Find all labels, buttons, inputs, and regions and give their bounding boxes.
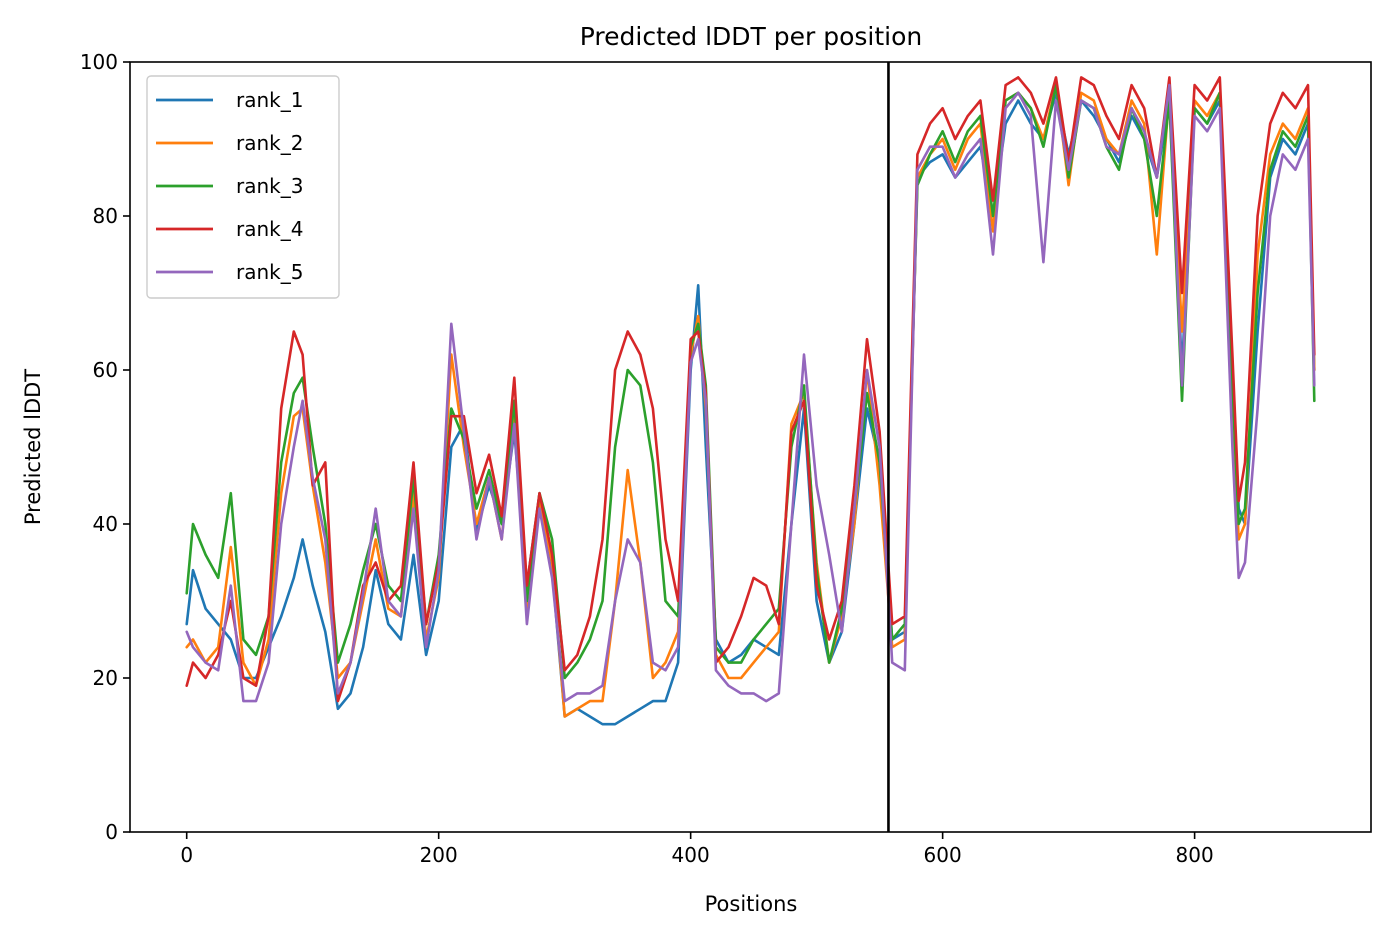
series-line-rank-1 [185, 91, 1316, 726]
x-axis: 0 200 400 600 800 [180, 832, 1214, 867]
x-tick-label: 200 [420, 843, 458, 867]
y-tick-label: 60 [93, 358, 118, 382]
chart-title: Predicted lDDT per position [580, 22, 922, 51]
y-axis-title: Predicted lDDT [21, 369, 45, 525]
series-line-rank-2 [185, 83, 1316, 718]
series-line-rank-5 [185, 83, 1316, 703]
x-tick-label: 800 [1176, 843, 1214, 867]
y-axis: 0 20 40 60 80 100 [80, 50, 130, 844]
legend-label-rank-1: rank_1 [236, 88, 303, 112]
plot-frame [129, 61, 1372, 833]
legend-label-rank-2: rank_2 [236, 131, 303, 155]
x-tick-label: 400 [672, 843, 710, 867]
legend: rank_1 rank_2 rank_3 rank_4 rank_5 [146, 75, 340, 299]
y-tick-label: 20 [93, 666, 118, 690]
x-tick-label: 600 [924, 843, 962, 867]
x-tick-label: 0 [180, 843, 193, 867]
y-tick-label: 0 [105, 820, 118, 844]
y-tick-label: 100 [80, 50, 118, 74]
legend-box [146, 75, 340, 299]
legend-label-rank-4: rank_4 [236, 217, 303, 241]
y-tick-label: 40 [93, 512, 118, 536]
y-tick-label: 80 [93, 204, 118, 228]
series-line-rank-4 [185, 76, 1316, 703]
legend-label-rank-3: rank_3 [236, 174, 303, 198]
series-layer [185, 76, 1316, 726]
x-axis-title: Positions [705, 892, 798, 916]
legend-label-rank-5: rank_5 [236, 260, 303, 284]
